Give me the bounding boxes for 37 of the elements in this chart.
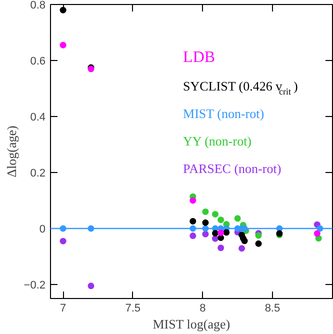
y-tick-label: 0.8 <box>30 0 46 12</box>
point <box>202 208 209 215</box>
point <box>190 218 196 224</box>
point <box>223 229 230 236</box>
text: PARSEC (non-rot) <box>183 161 282 176</box>
point <box>255 240 262 247</box>
text: LDB <box>183 49 216 66</box>
point <box>202 230 209 238</box>
y-tick-label: 0.2 <box>30 168 46 180</box>
point <box>88 282 94 290</box>
x-tick-label: 8.5 <box>264 302 280 314</box>
y-tick-label: 0 <box>39 224 46 236</box>
y-tick-label: −0.2 <box>24 280 46 292</box>
point <box>202 219 209 226</box>
point <box>238 245 246 252</box>
point <box>218 216 224 224</box>
point <box>60 238 66 244</box>
point <box>212 210 218 218</box>
point <box>212 230 218 237</box>
x-tick-label: 7.5 <box>125 302 141 314</box>
point <box>255 232 262 239</box>
y-axis-title: Δlog(age) <box>4 126 19 178</box>
point <box>190 232 196 240</box>
x-tick-label: 8 <box>200 302 206 314</box>
point <box>218 229 224 236</box>
point <box>314 230 320 237</box>
text: MIST (non-rot) <box>183 106 264 122</box>
point <box>190 197 196 204</box>
x-tick-label: 7 <box>60 302 66 314</box>
point <box>218 244 224 252</box>
text: YY (non-rot) <box>183 134 252 149</box>
y-tick-label: 0.4 <box>30 112 46 124</box>
x-axis-title: MIST log(age) <box>152 316 230 332</box>
y-tick-label: 0.6 <box>30 56 46 68</box>
point <box>234 215 241 222</box>
point <box>60 42 66 48</box>
point <box>241 238 248 244</box>
